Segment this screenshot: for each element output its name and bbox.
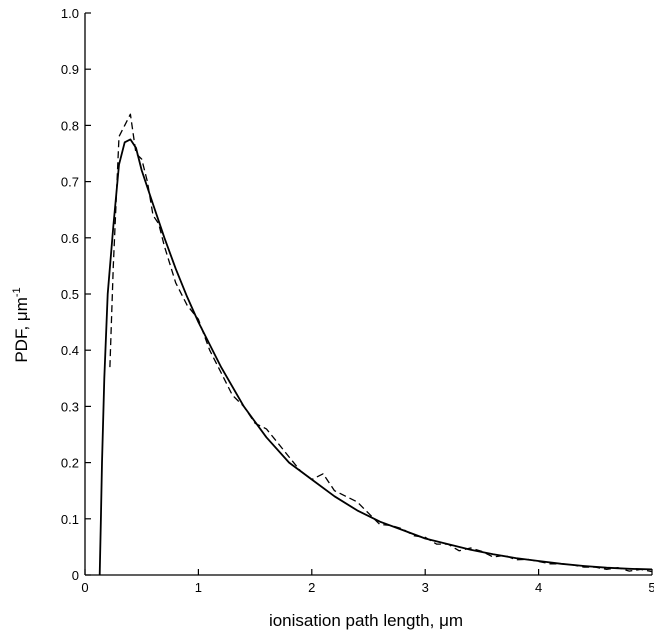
solid-series-line	[98, 138, 653, 576]
y-tick-label: 0.4	[61, 343, 79, 358]
x-tick-label: 0	[81, 580, 88, 595]
y-axis-ticks: 0 0.1 0.2 0.3 0.4 0.5 0.6 0.7 0.8 0.9 1.0	[61, 6, 91, 583]
y-tick-label: 0	[72, 568, 79, 583]
y-tick-label: 1.0	[61, 6, 79, 21]
y-tick-label: 0.8	[61, 118, 79, 133]
y-tick-label: 0.6	[61, 231, 79, 246]
dashed-series-line	[109, 113, 653, 573]
series-layer	[98, 113, 653, 576]
y-axis-title-main: PDF, μm	[12, 297, 31, 363]
x-tick-label: 4	[535, 580, 542, 595]
x-tick-label: 5	[648, 580, 654, 595]
y-tick-label: 0.2	[61, 456, 79, 471]
x-axis-title: ionisation path length, μm	[269, 611, 463, 630]
x-axis-ticks: 0 1 2 3 4 5	[81, 569, 654, 595]
y-tick-label: 0.1	[61, 512, 79, 527]
y-axis-title: PDF, μm-1	[11, 287, 31, 362]
y-tick-label: 0.5	[61, 287, 79, 302]
y-tick-label: 0.9	[61, 62, 79, 77]
x-tick-label: 2	[308, 580, 315, 595]
y-tick-label: 0.3	[61, 399, 79, 414]
y-tick-label: 0.7	[61, 175, 79, 190]
x-tick-label: 3	[422, 580, 429, 595]
y-axis-title-superscript: -1	[11, 287, 23, 297]
x-tick-label: 1	[195, 580, 202, 595]
plot-frame	[84, 13, 652, 576]
